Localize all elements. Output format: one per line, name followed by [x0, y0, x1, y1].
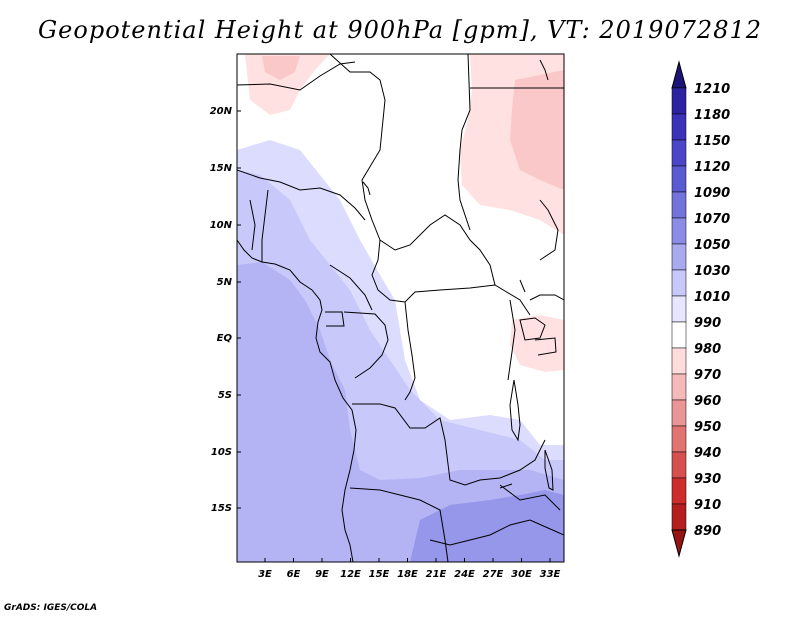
colorbar-segment	[671, 477, 687, 505]
border-east-1	[529, 294, 564, 301]
colorbar-segment	[671, 243, 687, 271]
lon-label: 6E	[287, 569, 301, 580]
lon-label: 30E	[511, 569, 532, 580]
grads-credit: GrADS: IGES/COLA	[4, 603, 98, 613]
lon-label: 33E	[540, 569, 561, 580]
border-north-1	[329, 54, 386, 241]
lon-label: 18E	[397, 569, 418, 580]
colorbar-level-label: 1210	[694, 82, 730, 97]
colorbar-segment	[671, 139, 687, 167]
colorbar-level-label: 1180	[694, 108, 730, 123]
field-light-red-nw	[262, 56, 300, 80]
border-central-2	[371, 239, 531, 316]
lat-label: 20N	[210, 106, 233, 117]
border-gabon	[325, 311, 345, 327]
lon-label: 27E	[483, 569, 504, 580]
field-deep-blue	[410, 490, 564, 562]
colorbar-bottom-arrow	[671, 529, 687, 558]
lake-chad	[362, 181, 371, 196]
lat-label: 10S	[211, 447, 232, 458]
longitude-labels: 3E 6E 9E 12E 15E 18E 21E 24E 27E 30E 33E	[258, 558, 561, 580]
lat-label: 15S	[211, 503, 232, 514]
border-west-1	[237, 169, 366, 221]
border-east-4	[539, 199, 559, 261]
colorbar-level-label: 890	[694, 524, 721, 539]
colorbar-top-arrow	[671, 60, 687, 89]
border-central-1	[379, 214, 496, 286]
colorbar-level-label: 940	[694, 446, 721, 461]
colorbar-segment	[671, 269, 687, 297]
colorbar-segment	[671, 503, 687, 531]
lon-label: 3E	[258, 569, 272, 580]
colorbar-segment	[671, 87, 687, 115]
colorbar-segment	[671, 295, 687, 323]
coastline-west-africa	[237, 239, 357, 562]
border-congo-2	[404, 301, 416, 401]
border-west-3	[249, 199, 256, 251]
height-field	[237, 54, 564, 562]
field-light-red-ne	[510, 70, 564, 190]
colorbar-level-label: 1010	[694, 290, 730, 305]
map-frame	[236, 53, 565, 563]
lat-label: 5S	[218, 390, 232, 401]
border-east-5	[519, 279, 526, 293]
colorbar-segment	[671, 451, 687, 479]
colorbar-segment	[671, 217, 687, 245]
colorbar-segment	[671, 347, 687, 375]
colorbar-segment	[671, 191, 687, 219]
colorbar-segment	[671, 113, 687, 141]
border-south-1	[429, 519, 564, 546]
colorbar-segment	[671, 165, 687, 193]
colorbar-level-label: 1030	[694, 264, 730, 279]
colorbar-segment	[671, 399, 687, 427]
border-north-2	[237, 61, 356, 91]
colorbar-segment	[671, 373, 687, 401]
colorbar-level-label: 980	[694, 342, 721, 357]
latitude-labels: 20N 15N 10N 5N EQ 5S 10S 15S	[210, 106, 241, 514]
colorbar-level-label: 1120	[694, 160, 730, 175]
colorbar-level-label: 1150	[694, 134, 730, 149]
lon-label: 12E	[340, 569, 361, 580]
border-congo-1	[343, 311, 389, 379]
field-pale-red-lakes	[510, 315, 564, 372]
border-west-2	[261, 189, 269, 262]
border-north-3	[457, 54, 471, 231]
border-angola-zambia	[349, 487, 449, 562]
colorbar-level-label: 930	[694, 472, 721, 487]
colorbar-level-label: 1090	[694, 186, 730, 201]
boundaries	[237, 54, 564, 562]
colorbar-segment	[671, 321, 687, 349]
colorbar-level-label: 950	[694, 420, 721, 435]
lake-malawi	[544, 449, 554, 491]
border-drc-angola	[352, 403, 481, 486]
colorbar-level-label: 1050	[694, 238, 730, 253]
border-east-2	[507, 299, 516, 381]
map-title: Geopotential Height at 900hPa [gpm], VT:…	[38, 16, 762, 44]
colorbar-level-label: 1070	[694, 212, 730, 227]
colorbar-segment	[671, 425, 687, 453]
lat-label: EQ	[217, 333, 233, 344]
colorbar-level-label: 970	[694, 368, 721, 383]
lon-label: 24E	[454, 569, 475, 580]
lake-tanganyika	[509, 379, 521, 442]
field-mid-blue	[237, 262, 564, 562]
lake-victoria	[519, 317, 546, 341]
lat-label: 10N	[210, 220, 233, 231]
lat-label: 5N	[217, 277, 233, 288]
border-south-2	[499, 484, 561, 511]
lon-label: 9E	[315, 569, 329, 580]
colorbar-level-label: 910	[694, 498, 721, 513]
border-east-3	[534, 337, 557, 356]
colorbar: 1210 1180 1150 1120 1090 1070 1050 1030 1010 990 9…	[671, 60, 730, 558]
colorbar-level-label: 990	[694, 316, 721, 331]
lake-kariba	[499, 483, 513, 489]
lat-label: 15N	[210, 163, 233, 174]
lon-label: 21E	[426, 569, 447, 580]
colorbar-level-label: 960	[694, 394, 721, 409]
border-central-3	[329, 264, 373, 311]
border-zambia-1	[479, 439, 546, 481]
red-sea-coast	[539, 59, 549, 81]
lon-label: 15E	[369, 569, 390, 580]
